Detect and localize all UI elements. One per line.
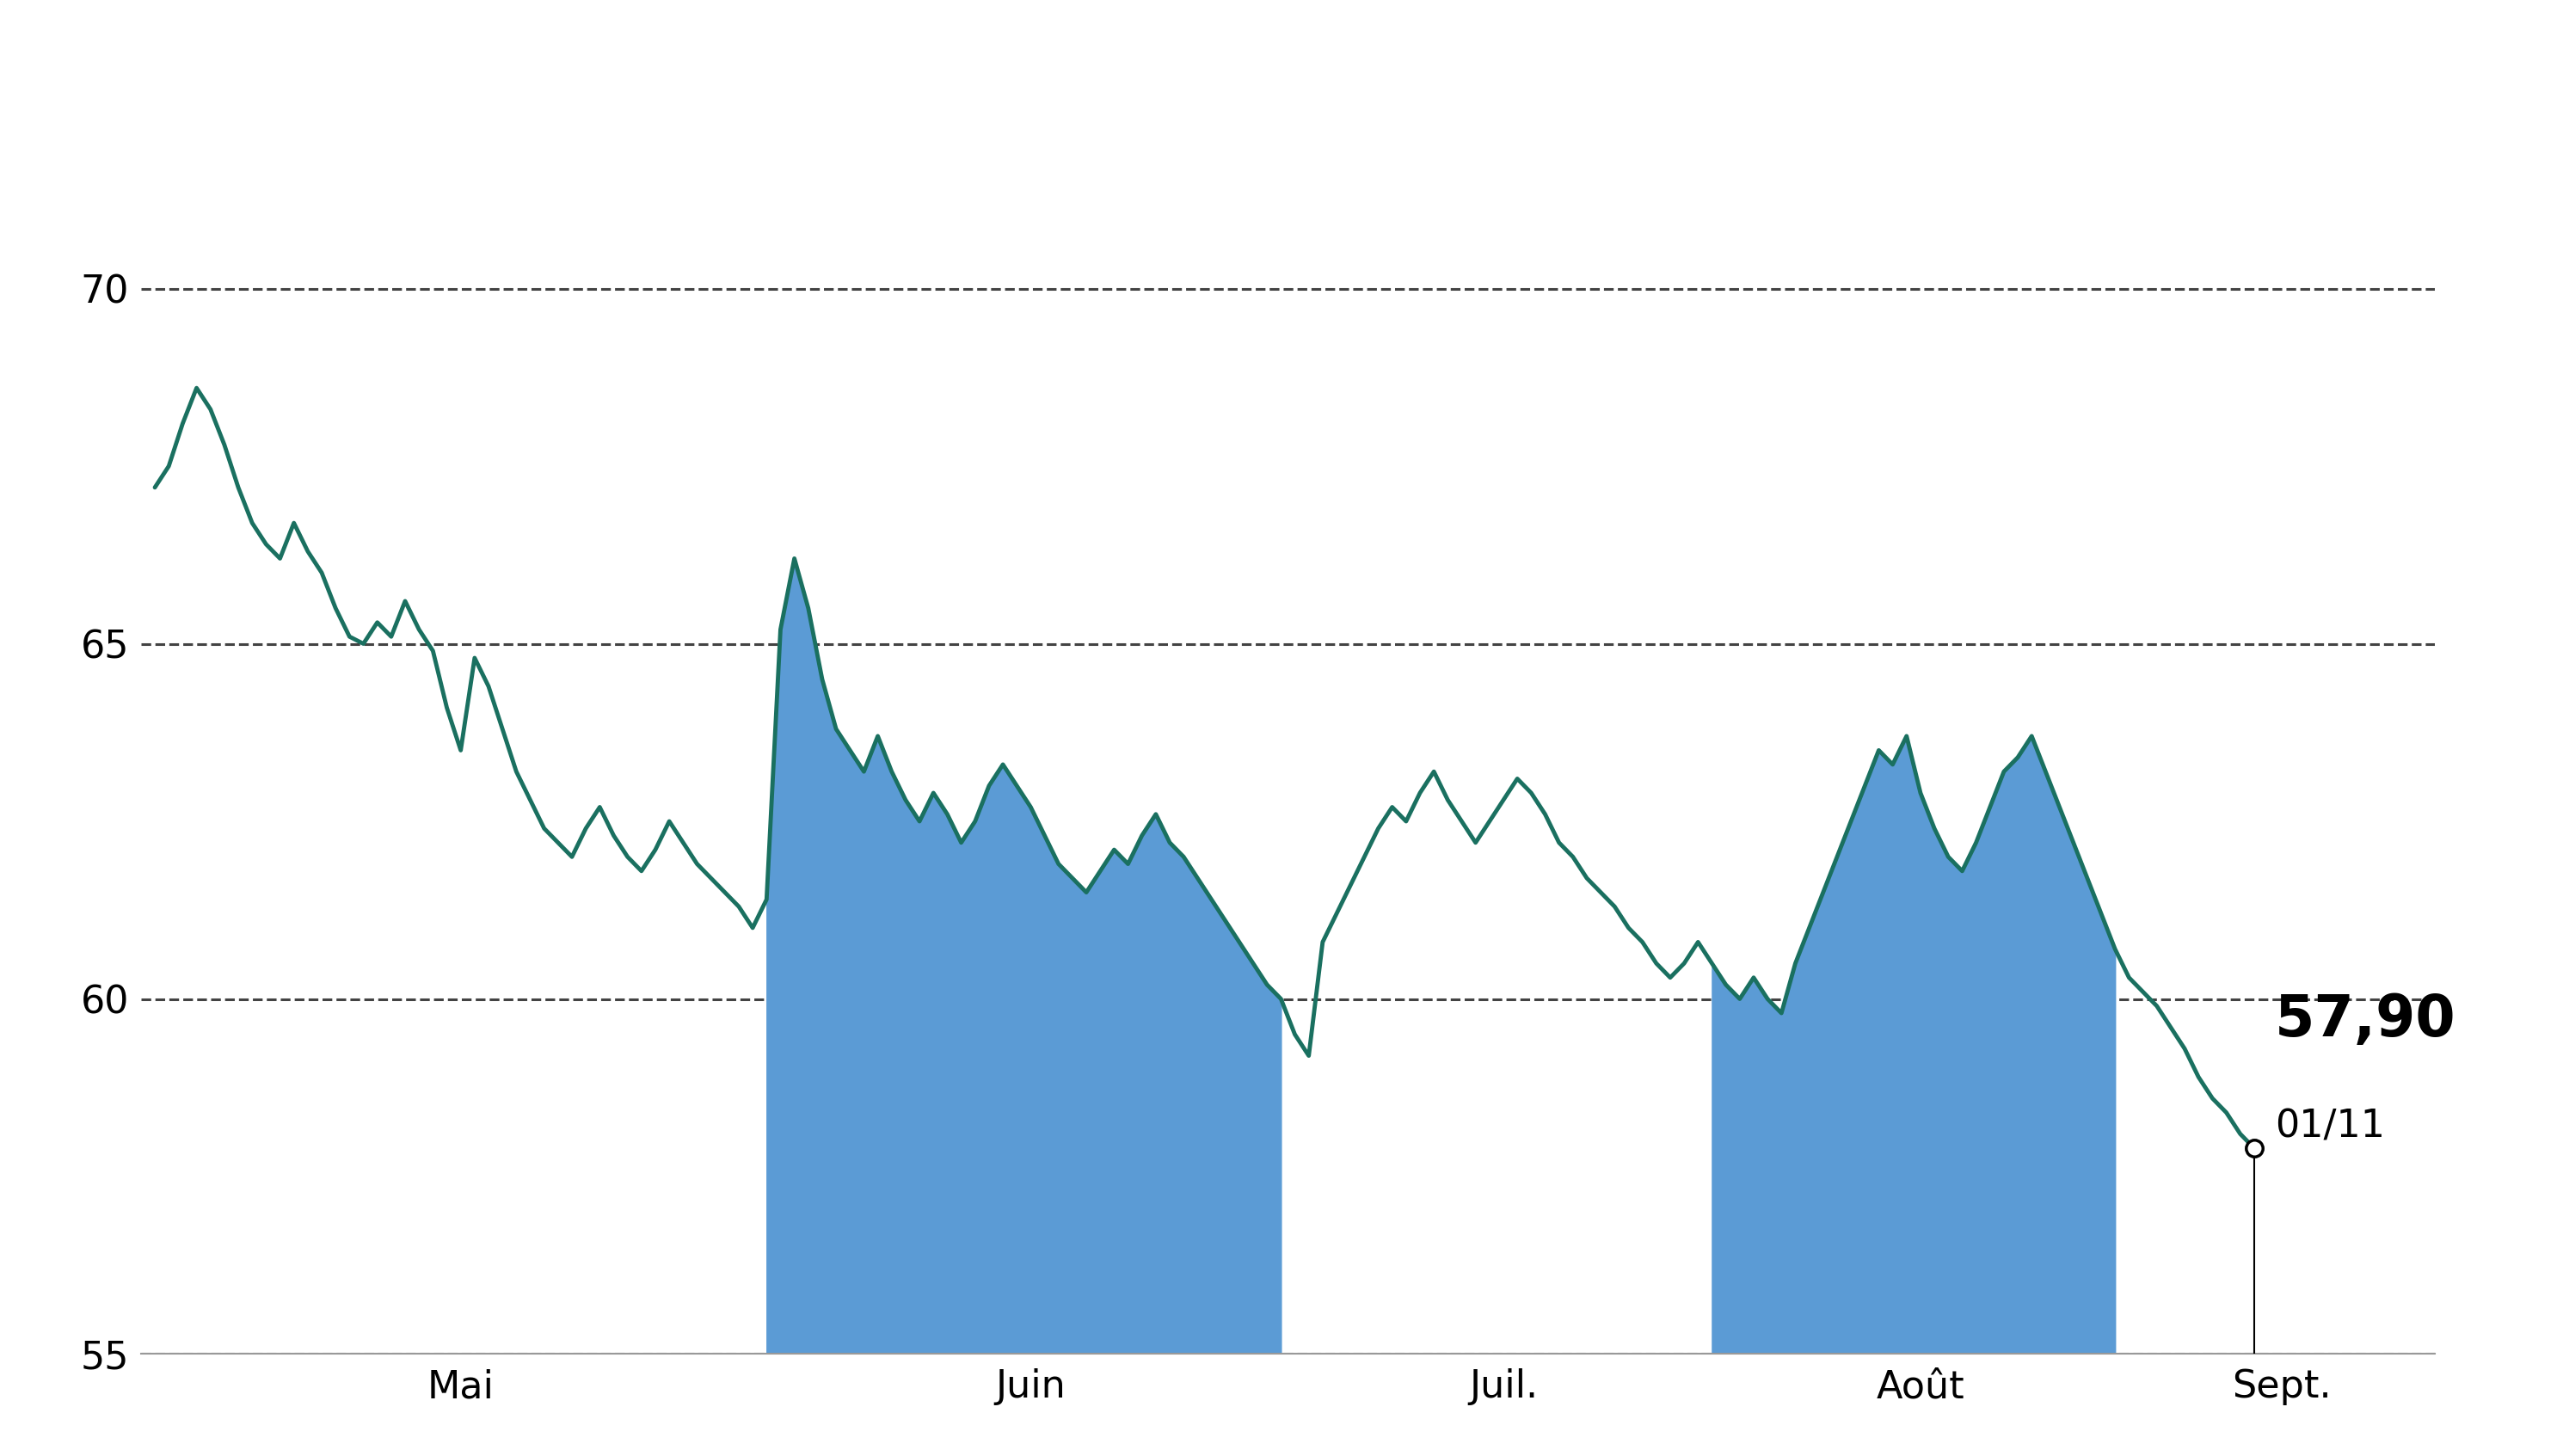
Text: 01/11: 01/11: [2276, 1108, 2386, 1146]
Text: TOTALENERGIES: TOTALENERGIES: [782, 31, 1781, 137]
Text: 57,90: 57,90: [2276, 992, 2455, 1048]
